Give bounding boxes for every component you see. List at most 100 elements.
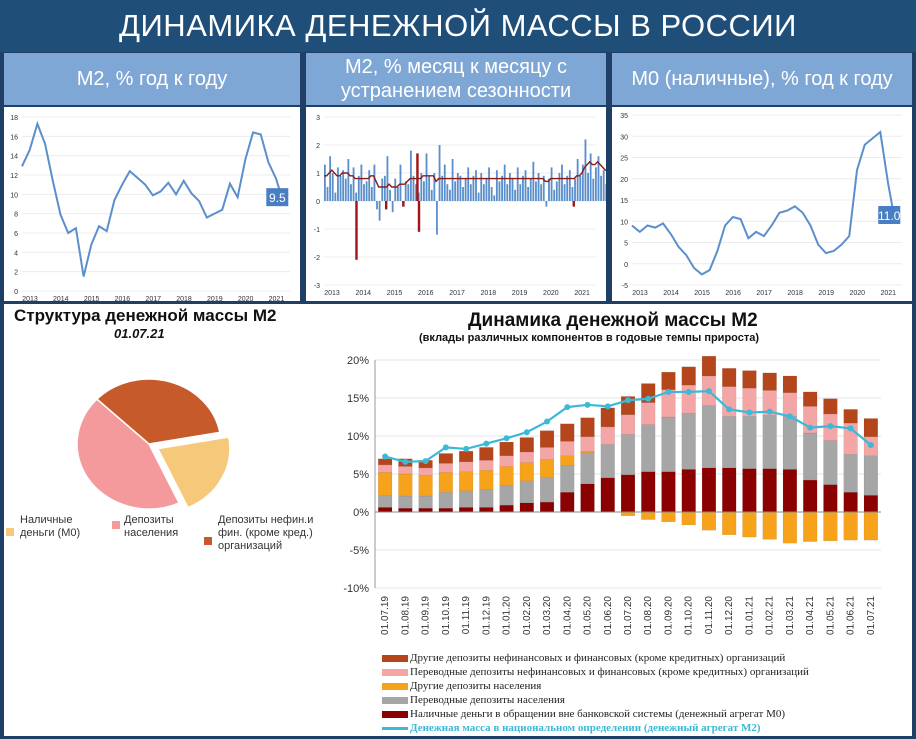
stacked-bar-segment: [600, 444, 615, 478]
stacked-bar-segment: [378, 458, 393, 466]
bar-highlight: [402, 201, 405, 207]
legend-transfer-household-deposits: Переводные депозиты населения: [382, 694, 565, 706]
legend-label: Наличные деньги в обращении вне банковск…: [410, 708, 786, 720]
subheader-m2-mom: M2, % месяц к месяцу с устранением сезон…: [306, 53, 606, 105]
bar: [584, 139, 587, 201]
stacked-bar-segment: [539, 430, 555, 448]
end-value-box: [878, 206, 901, 224]
bar: [391, 201, 394, 213]
stacked-bar-segment: [701, 355, 717, 377]
y-tick-label: 25: [620, 156, 628, 163]
bar: [488, 167, 490, 201]
stacked-bar-segment: [398, 466, 413, 475]
x-tick-label: 2013: [22, 296, 38, 301]
y-tick-label: 2: [14, 270, 18, 277]
x-tick-label: 01.02.21: [765, 596, 776, 635]
stacked-bar-segment: [398, 507, 413, 513]
bar: [352, 167, 355, 201]
x-tick-label: 2017: [756, 290, 772, 297]
stacked-bar-segment: [479, 488, 494, 508]
bar: [469, 184, 472, 201]
stacked-bar-segment: [620, 414, 636, 435]
bar: [568, 170, 571, 201]
bar: [589, 153, 592, 201]
m2-line-point: [382, 453, 389, 460]
x-tick-label: 2021: [574, 290, 590, 297]
x-tick-label: 2015: [84, 296, 100, 301]
stacked-bar-segment: [863, 511, 878, 541]
stacked-bar-segment: [701, 467, 717, 513]
pie-slice: [76, 398, 181, 510]
y-tick-label: -1: [314, 227, 320, 234]
m2-line-point: [442, 444, 449, 451]
m2-dynamics-title: Динамика денежной массы М2: [468, 310, 758, 331]
bar-highlight: [355, 201, 358, 260]
stacked-bar-segment: [722, 368, 737, 387]
pie-chart: [76, 378, 231, 510]
x-tick-label: 2019: [207, 296, 223, 301]
bar: [535, 181, 537, 201]
x-tick-label: 01.05.21: [825, 596, 836, 635]
bar: [561, 164, 563, 201]
bar: [490, 187, 493, 201]
bar: [594, 167, 597, 201]
stacked-bar-segment: [762, 468, 777, 513]
bar: [407, 184, 410, 201]
stacked-bar-segment: [499, 504, 514, 513]
pie-legend-swatch-orgs: [204, 537, 212, 545]
stacked-bar-segment: [560, 455, 575, 466]
y-tick-label: 10: [10, 192, 18, 199]
m2-line-point: [685, 388, 692, 395]
x-tick-label: 2021: [269, 296, 285, 301]
x-tick-label: 01.12.19: [481, 596, 492, 635]
end-value-label: 9.5: [269, 191, 286, 205]
stacked-bar-segment: [620, 474, 636, 513]
y-tick-label: -10%: [343, 583, 369, 595]
pie-legend-swatch-m0: [6, 528, 14, 536]
stacked-bar-segment: [519, 437, 534, 453]
stacked-bar-segment: [681, 412, 696, 470]
stacked-bar-segment: [378, 495, 393, 508]
bar: [376, 201, 378, 210]
stacked-bar-segment: [843, 511, 858, 541]
bar: [357, 175, 360, 201]
m2-line-point: [847, 425, 854, 432]
subheader-m0-yoy: M0 (наличные), % год к году: [612, 53, 912, 105]
stacked-bar-segment: [782, 375, 798, 393]
pie-slice: [156, 436, 231, 509]
bar: [436, 201, 438, 235]
bar: [404, 181, 407, 201]
stacked-bar-segment: [620, 511, 636, 516]
legend-swatch: [382, 710, 408, 718]
m2-line-point: [402, 458, 409, 465]
legend-transfer-org-deposits: Переводные депозиты нефинансовых и финан…: [382, 666, 809, 678]
x-tick-label: 2020: [849, 290, 865, 297]
x-tick-label: 01.08.20: [643, 596, 654, 635]
x-tick-label: 01.03.20: [542, 596, 553, 635]
stacked-bar-segment: [782, 469, 798, 513]
bar: [430, 189, 433, 201]
bar: [449, 189, 451, 201]
legend-other-org-deposits: Другие депозиты нефинансовых и финансовы…: [382, 652, 785, 664]
stacked-bar-segment: [580, 417, 595, 437]
stacked-bar-segment: [641, 471, 656, 513]
bar: [571, 187, 574, 201]
stacked-bar-segment: [418, 467, 433, 476]
pie-title: Структура денежной массы М2: [14, 306, 277, 325]
stacked-bar-segment: [843, 492, 858, 513]
bar: [537, 173, 540, 201]
y-tick-label: -5: [622, 283, 628, 290]
x-tick-label: 01.11.19: [461, 596, 472, 635]
stacked-bar-segment: [843, 409, 858, 424]
stacked-bar-segment: [701, 405, 717, 469]
y-tick-label: 2: [316, 143, 320, 150]
end-value-box: [266, 188, 289, 207]
m2-line-point: [786, 413, 793, 420]
stacked-bar-segment: [438, 492, 453, 509]
bar: [386, 156, 389, 201]
stacked-bar-segment: [438, 453, 453, 464]
bar: [438, 145, 441, 201]
stacked-bar-segment: [458, 471, 474, 491]
stacked-bar-segment: [722, 416, 737, 469]
bar: [381, 178, 384, 201]
